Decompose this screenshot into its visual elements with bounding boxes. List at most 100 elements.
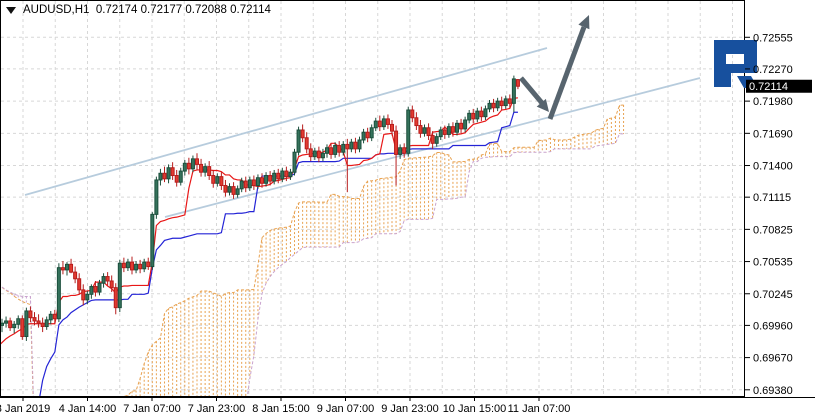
time-axis-label: 9 Jan 23:00 — [381, 403, 439, 415]
time-axis-label: 9 Jan 07:00 — [317, 403, 375, 415]
plot-area — [1, 15, 701, 396]
time-axis-label: 10 Jan 15:00 — [443, 403, 507, 415]
candle-body — [402, 147, 407, 154]
candle-body — [463, 119, 468, 130]
candle-body — [113, 287, 118, 309]
candle-body — [479, 110, 484, 118]
price-axis-label: 0.69960 — [753, 320, 793, 332]
candle-body — [394, 130, 399, 155]
candle-body — [1, 322, 4, 326]
candle-body — [503, 98, 508, 107]
time-axis-label: 11 Jan 07:00 — [508, 403, 571, 415]
channel-upper-trendline[interactable] — [24, 47, 548, 196]
candle-body — [89, 286, 94, 295]
candle-body — [65, 263, 69, 271]
candle-body — [264, 175, 269, 184]
candle-body — [32, 317, 37, 322]
candle-body — [365, 131, 370, 139]
candle-body — [511, 78, 516, 104]
candle-body — [158, 172, 163, 181]
price-axis-label: 0.71115 — [753, 192, 791, 204]
candlesticks — [1, 75, 520, 341]
candle-body — [333, 145, 338, 155]
candle-body — [345, 143, 350, 150]
candle-body — [398, 147, 403, 155]
price-axis-label: 0.70245 — [753, 289, 793, 301]
candle-body — [410, 109, 415, 119]
candle-body — [381, 118, 386, 128]
candle-body — [174, 175, 179, 183]
candle-body — [77, 278, 82, 291]
candle-body — [377, 120, 382, 128]
candle-body — [138, 263, 143, 270]
candle-body — [105, 276, 110, 282]
candle-body — [434, 136, 439, 144]
candle-body — [515, 79, 520, 87]
current-price-label: 0.72114 — [749, 81, 788, 93]
candle-body — [44, 319, 49, 328]
candle-body — [40, 322, 45, 328]
candle-body — [467, 112, 472, 121]
candle-body — [207, 166, 212, 177]
candle-body — [199, 163, 204, 173]
candle-body — [203, 166, 208, 173]
candle-body — [483, 108, 488, 118]
candle-body — [69, 263, 74, 273]
candle-body — [369, 127, 374, 139]
price-axis-label: 0.72555 — [753, 32, 793, 44]
candle-body — [418, 125, 423, 134]
candle-body — [272, 172, 277, 182]
candle-body — [260, 177, 264, 184]
current-price-box — [746, 79, 812, 93]
candle-body — [284, 170, 289, 178]
candle-body — [304, 137, 309, 150]
candle-body — [499, 100, 504, 107]
forecast-arrow[interactable] — [519, 15, 590, 120]
candle-body — [8, 320, 13, 329]
candle-body — [491, 102, 496, 109]
candle-body — [178, 170, 183, 183]
candle-body — [247, 179, 252, 189]
candle-body — [507, 98, 512, 104]
candle-body — [341, 143, 346, 153]
candle-body — [357, 139, 362, 150]
candle-body — [414, 117, 419, 127]
candle-body — [81, 289, 86, 301]
candle-body — [134, 263, 139, 271]
candle-body — [4, 320, 9, 324]
candle-body — [154, 179, 159, 215]
candle-body — [312, 150, 317, 158]
candle-body — [227, 186, 232, 193]
candle-body — [121, 262, 126, 269]
arrow-down-head-icon — [536, 98, 549, 112]
time-axis-label: 8 Jan 15:00 — [252, 403, 310, 415]
candle-body — [255, 177, 260, 187]
candle-body — [190, 158, 195, 170]
candle-body — [438, 129, 443, 138]
plot-frame — [0, 0, 745, 397]
candle-body — [235, 188, 240, 195]
candle-body — [292, 151, 297, 173]
chart-ohlc-header: AUDUSD,H1 0.72174 0.72177 0.72088 0.7211… — [6, 3, 271, 17]
candle-body — [325, 147, 329, 154]
time-axis[interactable]: 3 Jan 2019 4 Jan 14:00 7 Jan 07:00 7 Jan 23… — [0, 397, 570, 415]
candle-body — [20, 318, 25, 338]
candle-body — [223, 185, 228, 193]
candle-body — [385, 118, 390, 125]
candle-body — [24, 310, 29, 338]
candle-body — [16, 318, 21, 325]
candle-body — [85, 293, 90, 301]
price-axis[interactable]: 0.72555 0.72270 0.71980 0.71690 0.71400 0.711… — [745, 32, 812, 397]
candle-body — [422, 127, 427, 134]
candle-body — [300, 129, 305, 139]
candle-body — [170, 167, 175, 177]
senkou-span-b-line — [1, 133, 624, 396]
candle-body — [268, 175, 273, 182]
candle-body — [320, 152, 325, 159]
candle-body — [288, 171, 293, 178]
candle-body — [426, 127, 431, 137]
candle-body — [316, 150, 321, 159]
